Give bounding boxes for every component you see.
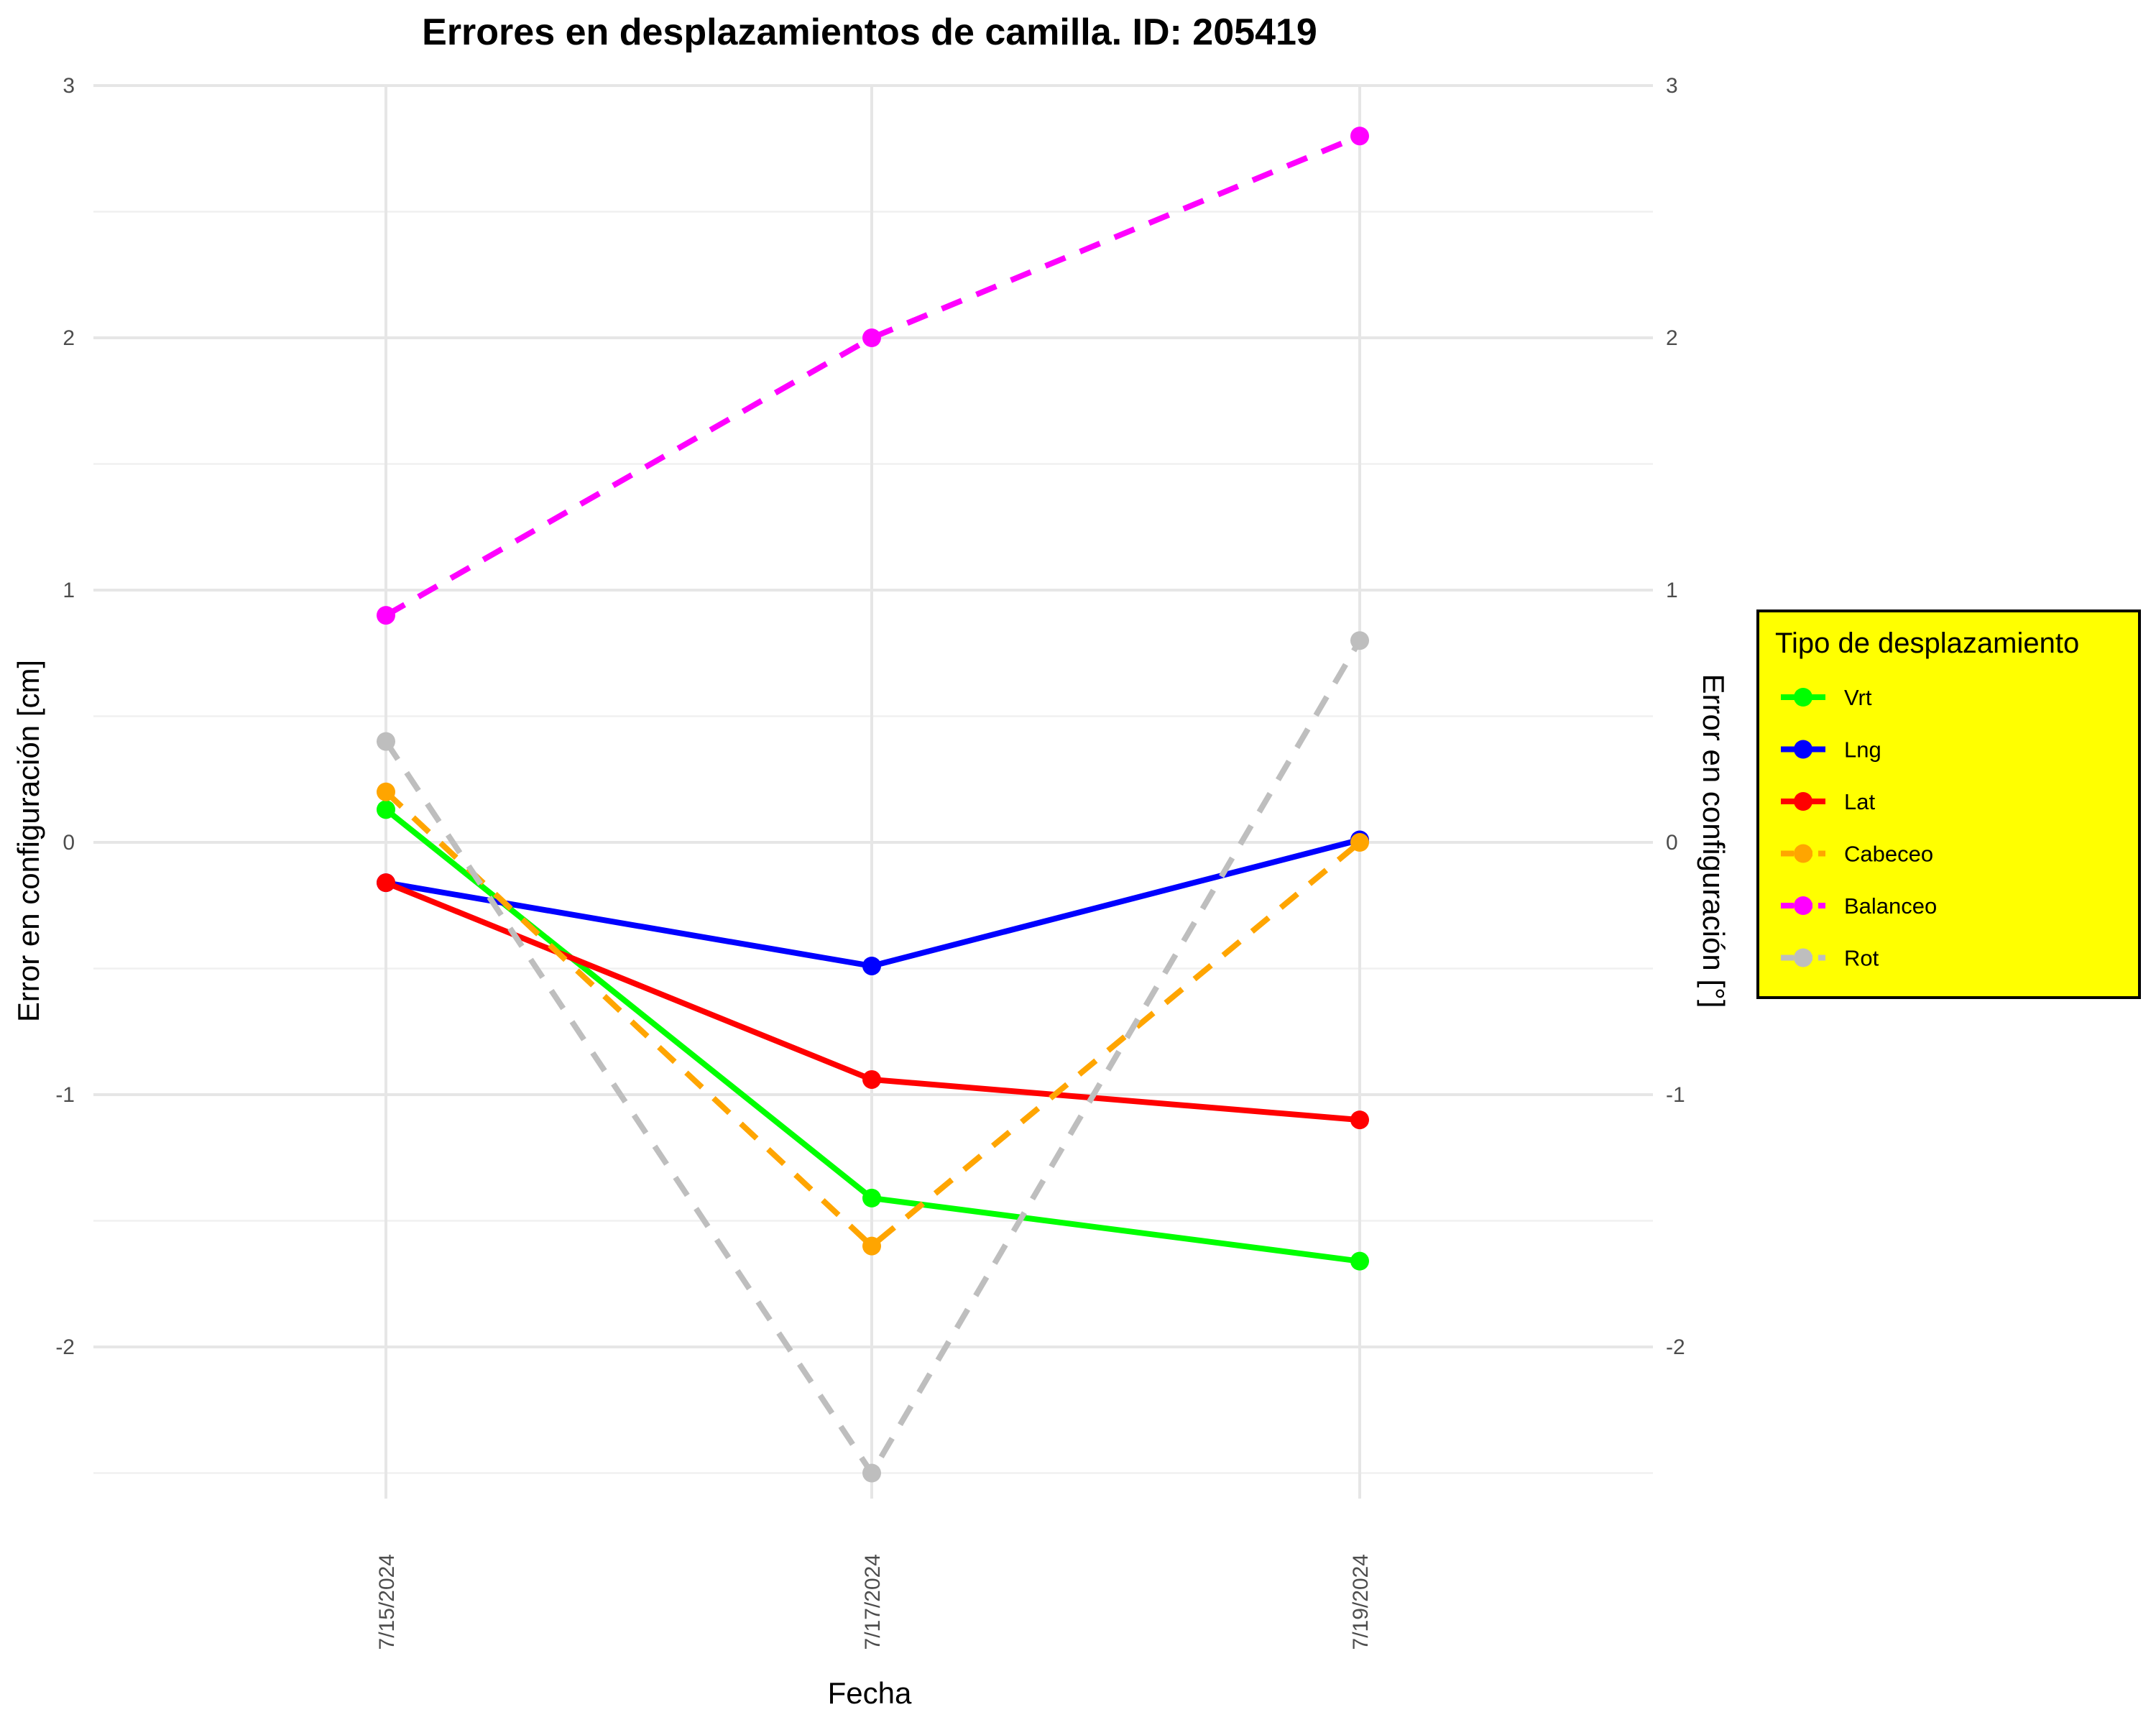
data-point-balanceo [862, 328, 881, 347]
y-tick-label-left: 2 [63, 326, 75, 350]
legend-label: Lng [1844, 737, 1881, 763]
legend-label: Vrt [1844, 685, 1872, 710]
legend-items: Vrt Lng Lat Cabeceo Balanceo Rot [1781, 685, 1937, 971]
data-point-vrt [1350, 1251, 1369, 1271]
x-axis-label: Fecha [828, 1676, 912, 1710]
legend-point-swatch [1794, 948, 1812, 967]
y-axis-label-left: Error en configuración [cm] [11, 660, 45, 1022]
y-tick-label-right: 2 [1666, 326, 1678, 350]
legend-label: Lat [1844, 789, 1875, 814]
y-tick-label-right: -1 [1666, 1083, 1685, 1107]
legend-title: Tipo de desplazamiento [1775, 627, 2079, 659]
x-tick-label: 7/17/2024 [861, 1554, 885, 1650]
legend-label: Cabeceo [1844, 842, 1933, 867]
legend-point-swatch [1794, 792, 1812, 811]
legend-item-balanceo: Balanceo [1781, 893, 1937, 919]
x-tick-label: 7/15/2024 [375, 1554, 399, 1650]
data-point-vrt [377, 800, 395, 819]
data-point-rot [862, 1463, 881, 1483]
legend-label: Rot [1844, 946, 1879, 971]
data-point-lng [862, 956, 881, 975]
legend-item-lng: Lng [1781, 737, 1881, 763]
data-point-cabeceo [862, 1236, 881, 1256]
y-tick-label-left: 1 [63, 579, 75, 602]
grid [93, 84, 1653, 1499]
y-tick-label-right: 3 [1666, 74, 1678, 98]
legend-point-swatch [1794, 896, 1812, 915]
legend-point-swatch [1794, 740, 1812, 759]
legend: Tipo de desplazamiento Vrt Lng Lat Cabeceo B… [1756, 610, 2141, 999]
data-point-balanceo [377, 606, 395, 625]
y-tick-label-right: 0 [1666, 831, 1678, 855]
data-point-lat [862, 1070, 881, 1089]
data-point-lat [377, 873, 395, 893]
y-tick-label-left: -2 [55, 1335, 75, 1359]
series-line-balanceo [384, 133, 1361, 618]
data-point-lat [1350, 1110, 1369, 1130]
y-axis-label-right: Error en configuración [°] [1697, 673, 1731, 1008]
legend-item-lat: Lat [1781, 789, 1875, 814]
y-tick-label-right: -2 [1666, 1335, 1685, 1359]
data-point-cabeceo [1350, 833, 1369, 852]
data-point-rot [1350, 631, 1369, 650]
series-layer [377, 126, 1369, 1483]
legend-point-swatch [1794, 844, 1812, 863]
data-point-balanceo [1350, 126, 1369, 146]
data-point-rot [377, 732, 395, 751]
y-tick-label-left: 3 [63, 74, 75, 98]
axis-ticks: -2 -2 -1 -1 0 0 1 1 2 2 3 3 7/15/2024 7/17/2024 7/19/2… [55, 74, 1685, 1650]
data-point-vrt [862, 1188, 881, 1208]
chart-title: Errores en desplazamientos de camilla. I… [422, 12, 1317, 53]
y-tick-label-left: -1 [55, 1083, 75, 1107]
y-tick-label-left: 0 [63, 831, 75, 855]
legend-point-swatch [1794, 688, 1812, 707]
x-tick-label: 7/19/2024 [1349, 1554, 1373, 1650]
legend-item-rot: Rot [1781, 946, 1879, 971]
legend-item-cabeceo: Cabeceo [1781, 842, 1933, 867]
y-tick-label-right: 1 [1666, 579, 1678, 602]
legend-label: Balanceo [1844, 893, 1937, 919]
legend-item-vrt: Vrt [1781, 685, 1872, 710]
series-line-cabeceo [384, 789, 1362, 1249]
data-point-cabeceo [377, 782, 395, 801]
